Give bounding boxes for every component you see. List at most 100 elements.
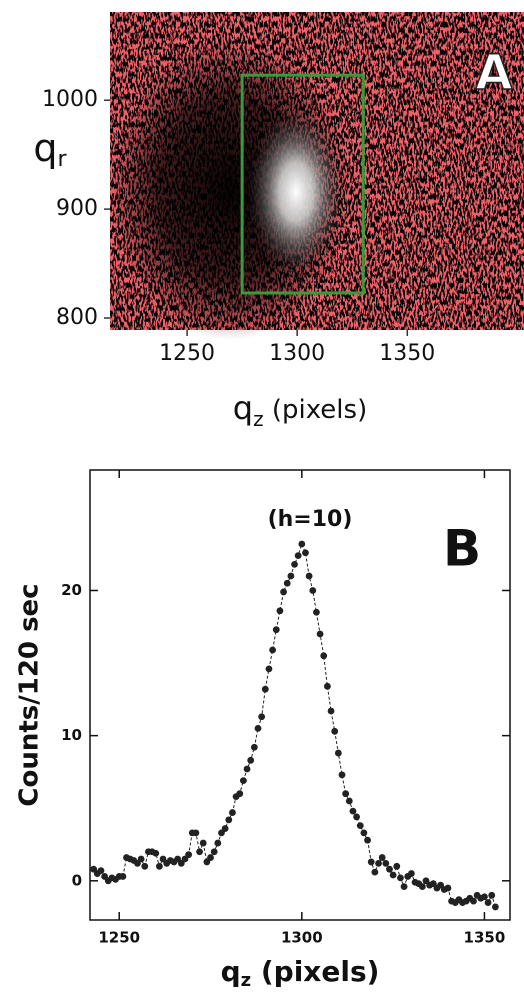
x-tick-label: 1250: [159, 341, 215, 366]
panel-b: (h=10) B Counts/120 sec qz (pixels) 1250…: [15, 469, 511, 991]
y-axis-label-subscript: r: [58, 147, 68, 172]
data-point: [137, 855, 145, 863]
y-axis-label: qr: [33, 126, 67, 173]
data-point: [371, 868, 379, 876]
data-point: [484, 899, 492, 906]
x-axis-label: qz (pixels): [221, 955, 380, 991]
data-point: [323, 682, 331, 690]
data-point: [239, 777, 247, 785]
data-point: [243, 765, 251, 773]
x-tick-label: 1300: [281, 929, 323, 947]
data-point: [367, 858, 375, 866]
data-point: [97, 867, 105, 875]
data-point: [470, 897, 477, 905]
data-point: [229, 809, 236, 816]
roi-box: [240, 73, 365, 295]
data-point: [334, 749, 342, 757]
data-point: [199, 839, 207, 847]
data-point: [360, 829, 368, 837]
data-point: [488, 891, 496, 899]
annotation: (h=10): [268, 507, 353, 532]
x-tick-label: 1350: [379, 341, 435, 366]
data-point: [258, 713, 266, 721]
data-point: [320, 652, 328, 660]
data-point: [236, 790, 244, 798]
data-point: [378, 854, 386, 861]
panel-label: B: [443, 520, 481, 578]
x-axis-label-subscript: z: [241, 970, 251, 991]
data-point: [276, 607, 284, 615]
data-point: [265, 665, 273, 673]
data-point: [291, 560, 298, 568]
data-point: [491, 903, 499, 911]
data-point: [418, 883, 426, 891]
data-point: [386, 865, 393, 873]
data-point: [331, 727, 339, 735]
y-tick-label: 0: [72, 871, 82, 889]
data-point: [247, 756, 255, 764]
x-axis-label-base: q: [233, 389, 253, 427]
data-point: [400, 883, 408, 891]
data-point: [225, 816, 233, 824]
data-point: [444, 884, 452, 892]
data-point: [356, 822, 364, 830]
data-point: [269, 646, 277, 654]
data-point: [283, 579, 291, 587]
data-point: [214, 839, 222, 847]
data-point: [221, 825, 229, 832]
x-tick-label: 1250: [98, 929, 140, 947]
y-tick-label: 10: [61, 726, 82, 744]
data-point: [305, 572, 313, 580]
y-tick-label: 800: [56, 305, 98, 330]
data-point: [192, 829, 200, 837]
data-point: [382, 859, 390, 867]
data-point: [280, 588, 287, 596]
data-point: [152, 849, 160, 857]
data-point: [287, 572, 295, 580]
y-tick-label: 900: [56, 196, 98, 221]
y-axis-label: Counts/120 sec: [15, 583, 45, 806]
data-point: [272, 626, 280, 634]
y-tick-label: 20: [61, 581, 82, 599]
plot-frame: [89, 469, 511, 921]
data-point: [407, 870, 415, 877]
panel-label: A: [475, 45, 512, 101]
data-point: [338, 771, 346, 779]
x-tick-label: 1350: [464, 929, 506, 947]
data-point: [316, 630, 324, 638]
data-point: [298, 540, 306, 548]
data-point: [345, 797, 353, 805]
x-axis-label-subscript: z: [253, 407, 264, 431]
x-axis-label-rest: (pixels): [264, 395, 368, 425]
data-point: [342, 790, 350, 798]
x-axis-label: qz (pixels): [233, 389, 367, 431]
x-tick-label: 1300: [269, 341, 325, 366]
data-point: [196, 848, 203, 856]
data-point: [141, 862, 149, 870]
data-point: [313, 608, 320, 616]
data-point: [302, 549, 309, 557]
data-point: [207, 854, 214, 861]
data-point: [389, 871, 397, 879]
data-point: [210, 848, 218, 856]
data-point: [397, 874, 404, 882]
data-point: [185, 851, 193, 859]
data-point: [364, 836, 371, 844]
y-axis-label-base: q: [33, 126, 57, 170]
data-point: [375, 859, 382, 867]
x-axis-label-rest: (pixels): [251, 955, 379, 988]
data-point: [294, 552, 302, 560]
data-point: [393, 862, 401, 870]
x-axis-label-base: q: [221, 955, 241, 988]
data-point: [349, 807, 357, 815]
data-point: [119, 873, 127, 880]
data-point: [353, 813, 361, 821]
data-point: [481, 893, 488, 901]
y-tick-label: 1000: [42, 87, 98, 112]
data-point: [250, 743, 258, 751]
data-point: [327, 707, 335, 715]
data-point: [261, 685, 269, 693]
image-spot: [248, 110, 344, 274]
